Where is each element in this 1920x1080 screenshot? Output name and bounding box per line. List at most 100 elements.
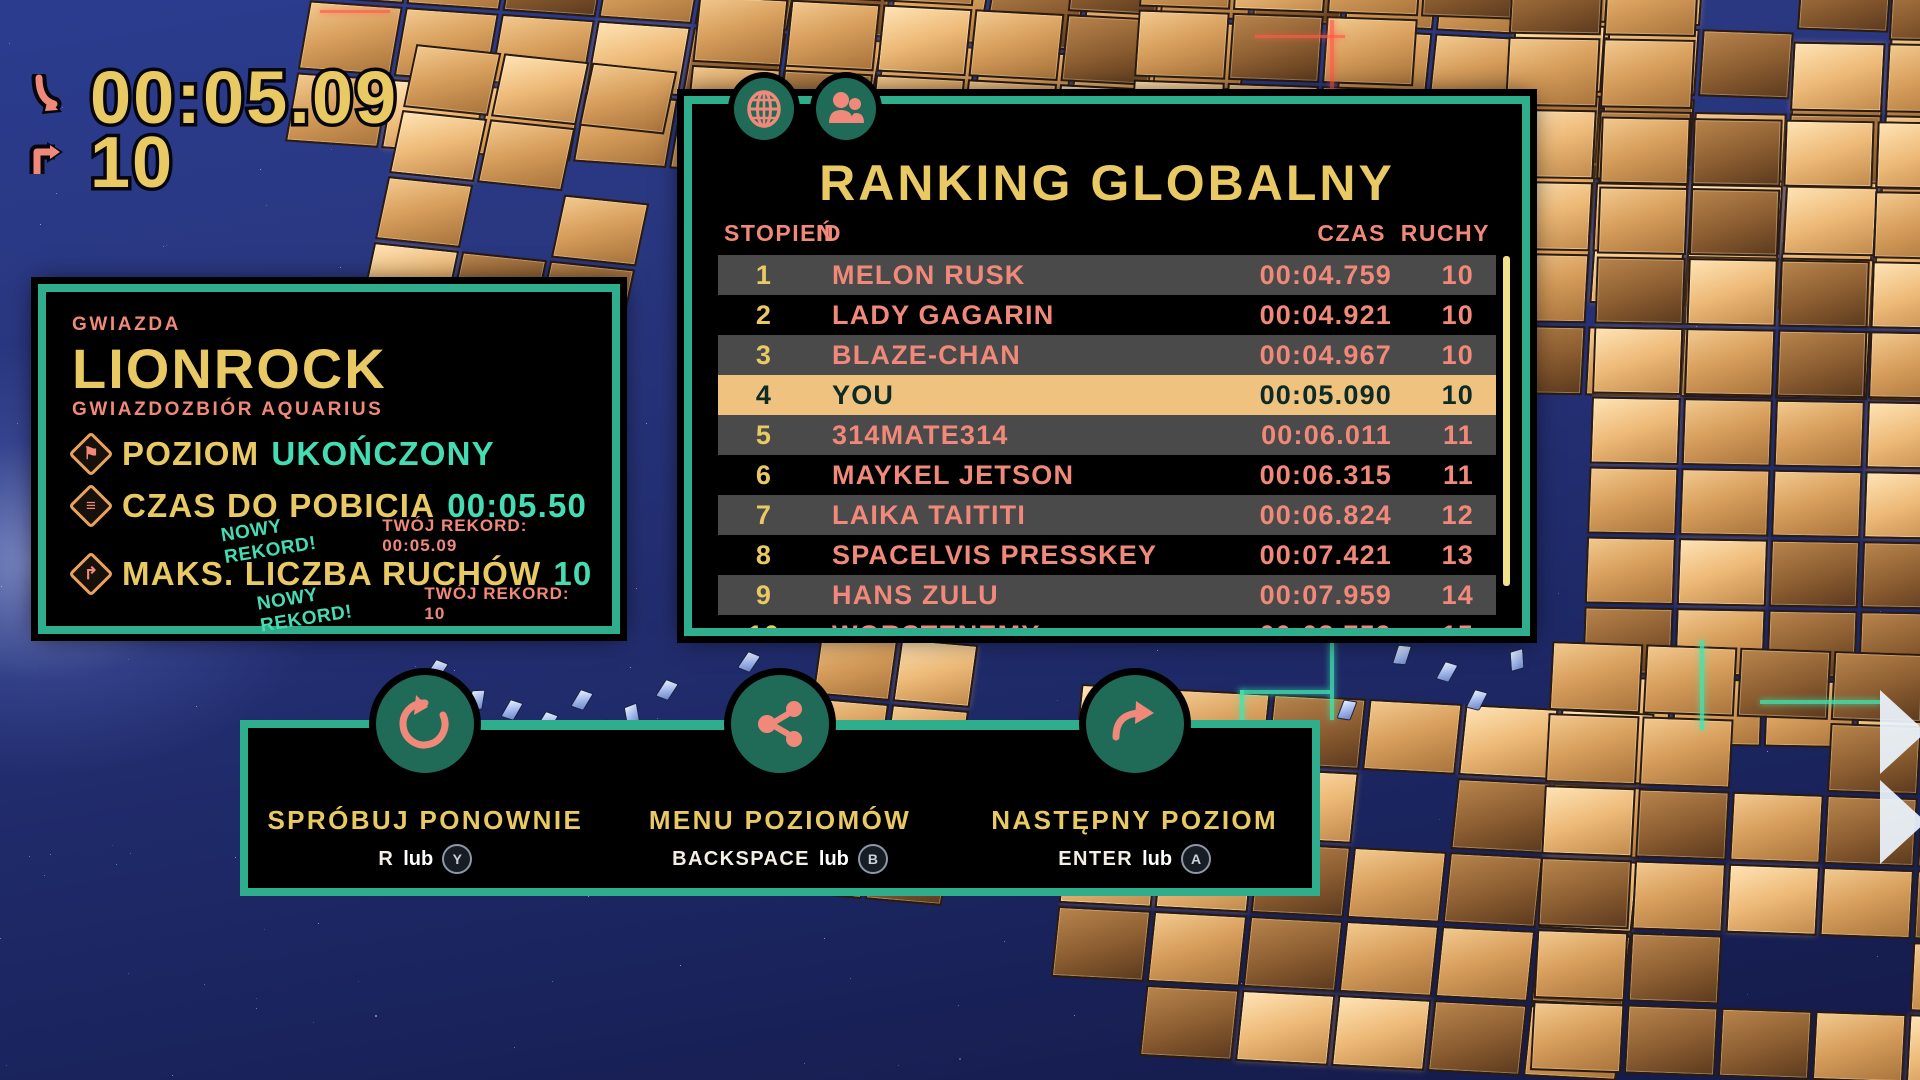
column-header-rank: STOPIEŃ (724, 220, 816, 247)
restart-icon[interactable] (369, 668, 481, 780)
goal-chevron-icon (1880, 780, 1920, 864)
share-nodes-icon[interactable] (724, 668, 836, 780)
time-diamond-icon: ≡ (72, 487, 110, 525)
row-player-id: LAIKA TAITITI (810, 500, 1196, 531)
row-time: 00:05.090 (1196, 380, 1392, 411)
level-summary-panel: GWIAZDA LIONROCK GWIAZDOZBIÓR AQUARIUS ⚑… (38, 284, 620, 634)
row-rank: 7 (718, 500, 810, 531)
objective-label: POZIOM (122, 435, 259, 473)
objective-text: POZIOM UKOŃCZONY (122, 435, 495, 473)
retry-key: R (378, 848, 394, 871)
row-player-id: SPACELVIS PRESSKEY (810, 540, 1196, 571)
row-player-id: HANS ZULU (810, 580, 1196, 611)
gamepad-button-a: A (1181, 844, 1211, 874)
table-row: 1 MELON RUSK 00:04.759 10 (718, 255, 1496, 295)
next-level-label: NASTĘPNY POZIOM (991, 805, 1278, 836)
table-row: 3 BLAZE-CHAN 00:04.967 10 (718, 335, 1496, 375)
table-row: 2 LADY GAGARIN 00:04.921 10 (718, 295, 1496, 335)
row-rank: 10 (718, 620, 810, 637)
row-rank: 1 (718, 260, 810, 291)
leaderboard-title: RANKING GLOBALNY (718, 158, 1496, 208)
row-moves: 10 (1392, 260, 1496, 291)
your-record-label: TWÓJ REKORD: 00:05.09 (382, 516, 586, 556)
next-level-button[interactable]: NASTĘPNY POZIOM ENTER lub A (957, 728, 1312, 888)
arrow-turn-icon (26, 140, 72, 188)
row-moves: 14 (1392, 580, 1496, 611)
next-level-keys: ENTER lub A (1058, 844, 1211, 874)
table-row: 10 WORSTENEMY 00:08.759 15 (718, 615, 1496, 636)
column-header-time: CZAS (1190, 220, 1386, 247)
hud-moves-value: 10 (90, 129, 174, 198)
globe-icon (744, 89, 784, 129)
or-label: lub (819, 848, 849, 871)
retry-keys: R lub Y (378, 844, 472, 874)
column-header-id: ID (816, 220, 1190, 247)
row-player-id: MELON RUSK (810, 260, 1196, 291)
friends-tab[interactable] (810, 72, 882, 146)
record-line: NOWY REKORD! TWÓJ REKORD: 00:05.09 (222, 523, 586, 549)
row-rank: 5 (718, 420, 810, 451)
friends-icon (825, 89, 867, 129)
row-time: 00:07.421 (1196, 540, 1392, 571)
row-moves: 15 (1392, 620, 1496, 637)
next-level-key: ENTER (1058, 848, 1133, 871)
objective-row: ⚑ POZIOM UKOŃCZONY (72, 435, 586, 473)
leaderboard-scrollbar[interactable] (1503, 256, 1510, 586)
level-name: LIONROCK (72, 340, 586, 397)
row-time: 00:04.967 (1196, 340, 1392, 371)
row-time: 00:06.011 (1196, 420, 1392, 451)
record-line: NOWY REKORD! TWÓJ REKORD: 10 (258, 591, 586, 617)
row-time: 00:06.824 (1196, 500, 1392, 531)
level-menu-key: BACKSPACE (672, 848, 810, 871)
arrow-down-right-icon (26, 74, 72, 122)
gamepad-button-b: B (858, 844, 888, 874)
or-label: lub (403, 848, 433, 871)
level-menu-keys: BACKSPACE lub B (672, 844, 888, 874)
objective-value: UKOŃCZONY (271, 435, 494, 473)
global-leaderboard-panel: RANKING GLOBALNY STOPIEŃ ID CZAS RUCHY 1… (684, 96, 1530, 636)
gamepad-button-y: Y (442, 844, 472, 874)
column-header-moves: RUCHY (1386, 220, 1490, 247)
row-moves: 10 (1392, 380, 1496, 411)
row-player-id: LADY GAGARIN (810, 300, 1196, 331)
row-moves: 11 (1392, 460, 1496, 491)
level-menu-button[interactable]: MENU POZIOMÓW BACKSPACE lub B (603, 728, 958, 888)
row-moves: 11 (1392, 420, 1496, 451)
leaderboard-rows[interactable]: 1 MELON RUSK 00:04.759 10 2 LADY GAGARIN 00:04… (718, 255, 1496, 636)
star-label: GWIAZDA (72, 314, 586, 336)
row-moves: 10 (1392, 300, 1496, 331)
level-menu-label: MENU POZIOMÓW (649, 805, 911, 836)
row-player-id: MAYKEL JETSON (810, 460, 1196, 491)
row-moves: 12 (1392, 500, 1496, 531)
leaderboard-tabs[interactable] (728, 72, 882, 146)
global-tab[interactable] (728, 72, 800, 146)
row-player-id: BLAZE-CHAN (810, 340, 1196, 371)
leaderboard-header-row: STOPIEŃ ID CZAS RUCHY (718, 220, 1496, 255)
goal-chevron-icon (1880, 690, 1920, 774)
hud-timer-panel: 00:05.09 10 (26, 62, 398, 198)
row-rank: 8 (718, 540, 810, 571)
row-time: 00:06.315 (1196, 460, 1392, 491)
retry-label: SPRÓBUJ PONOWNIE (267, 805, 583, 836)
table-row: 9 HANS ZULU 00:07.959 14 (718, 575, 1496, 615)
row-rank: 3 (718, 340, 810, 371)
row-rank: 2 (718, 300, 810, 331)
table-row: 8 SPACELVIS PRESSKEY 00:07.421 13 (718, 535, 1496, 575)
your-record-label: TWÓJ REKORD: 10 (424, 584, 586, 624)
or-label: lub (1142, 848, 1172, 871)
row-time: 00:07.959 (1196, 580, 1392, 611)
row-moves: 13 (1392, 540, 1496, 571)
hud-time-row: 00:05.09 (26, 62, 398, 133)
row-player-id: 314MATE314 (810, 420, 1196, 451)
row-player-id: WORSTENEMY (810, 620, 1196, 637)
retry-button[interactable]: SPRÓBUJ PONOWNIE R lub Y (248, 728, 603, 888)
row-rank: 4 (718, 380, 810, 411)
next-arrow-icon[interactable] (1079, 668, 1191, 780)
row-time: 00:08.759 (1196, 620, 1392, 637)
table-row: 5 314MATE314 00:06.011 11 (718, 415, 1496, 455)
row-player-id: YOU (810, 380, 1196, 411)
table-row: 6 MAYKEL JETSON 00:06.315 11 (718, 455, 1496, 495)
action-bar: SPRÓBUJ PONOWNIE R lub Y MENU POZIOMÓW B… (240, 720, 1320, 896)
row-rank: 6 (718, 460, 810, 491)
flag-diamond-icon: ⚑ (72, 435, 110, 473)
